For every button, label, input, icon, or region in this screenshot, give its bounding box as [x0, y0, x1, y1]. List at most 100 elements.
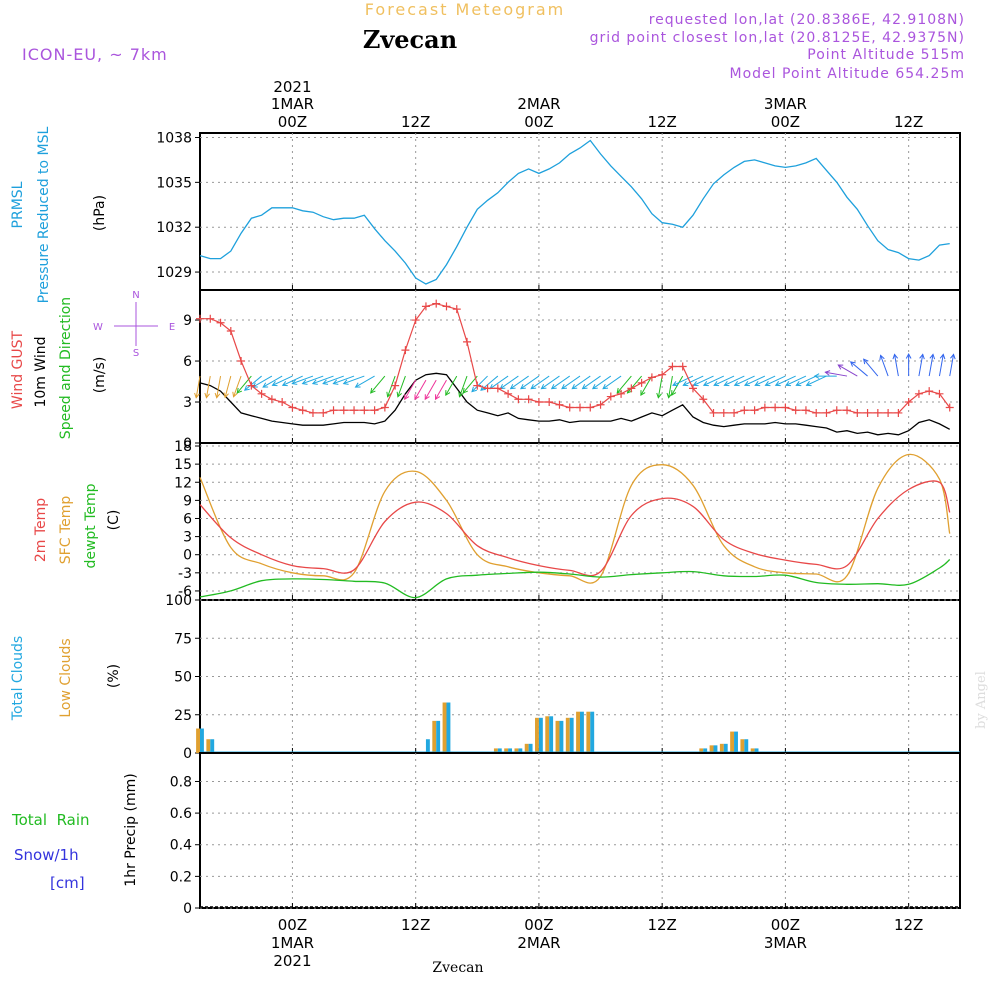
gust-marker [288, 403, 297, 412]
wind-arrow [693, 375, 714, 386]
total-cloud-bar [200, 728, 204, 753]
clouds-unit: (%) [106, 664, 122, 688]
gust-marker [863, 408, 872, 417]
gust-marker [370, 406, 379, 415]
wind-unit: (m/s) [92, 357, 108, 394]
gust-marker [319, 408, 328, 417]
grid-point-coords: grid point closest lon,lat (20.8125E, 42… [590, 30, 965, 46]
total-cloud-bar [713, 745, 718, 753]
gust-marker [760, 403, 769, 412]
wind-arrow-head [879, 354, 885, 361]
wind-arrow [216, 375, 222, 398]
wind-arrow [520, 375, 540, 390]
total-cloud-bar [508, 748, 513, 753]
gust-marker [750, 406, 759, 415]
gust-marker [350, 406, 359, 415]
wind-arrow-head [919, 353, 925, 360]
wind-arrow [397, 375, 406, 397]
bottom-axis-hour: 12Z [647, 916, 676, 934]
wind-arrow-head [591, 383, 598, 390]
wind-arrow [627, 375, 643, 394]
gust-marker [904, 398, 913, 407]
wind-arrow [500, 375, 519, 390]
pressure-label-msl: Pressure Reduced to MSL [36, 126, 52, 303]
low-cloud-bar [699, 748, 704, 753]
wind-arrow-head [311, 379, 318, 385]
gust-marker [534, 398, 543, 407]
low-cloud-bar [719, 743, 724, 753]
wind-arrow [863, 358, 879, 377]
gust-marker [463, 337, 472, 346]
wind-arrow [333, 375, 355, 385]
gust-marker [380, 403, 389, 412]
bottom-axis-date: 3MAR [764, 934, 807, 952]
wind-arrow-head [640, 390, 646, 397]
wind-arrow [530, 375, 550, 390]
gust-marker [586, 403, 595, 412]
wind-arrow [489, 375, 509, 390]
y-tick-label: 1029 [156, 265, 192, 281]
gust-marker [801, 406, 810, 415]
wind-arrow-head [291, 379, 298, 385]
compass-e: E [169, 322, 175, 333]
wind-arrow [582, 375, 601, 390]
wind-arrow [435, 379, 447, 400]
gust-marker [873, 408, 882, 417]
gust-marker [699, 395, 708, 404]
wind-arrow-head [616, 387, 623, 394]
temperature-chart: -6 -3 0 3 6 9 12 15 18 [174, 439, 961, 601]
point-altitude: Point Altitude 515m [807, 47, 965, 63]
gust-marker [884, 408, 893, 417]
top-axis-hour: 00Z [771, 113, 800, 131]
wind-arrow [918, 354, 924, 377]
wind-arrow [224, 375, 232, 398]
y-tick-label: 0.6 [170, 806, 192, 822]
y-tick-label: 18 [174, 439, 192, 455]
y-tick-label: 0 [183, 548, 192, 564]
wind-arrow-head [404, 394, 410, 401]
total-cloud-bar [703, 748, 708, 753]
sfc-temp-line [199, 453, 951, 584]
gust-marker [267, 395, 276, 404]
wind-arrow [459, 375, 468, 397]
wind-arrow-head [232, 391, 238, 398]
gust-marker [391, 381, 400, 390]
gust-marker [596, 400, 605, 409]
top-axis-date: 2MAR [517, 95, 560, 113]
wind-arrow-head [561, 383, 568, 390]
total-cloud-bar [528, 743, 533, 753]
temp-panel-labels: 2m Temp SFC Temp dewpt Temp (C) [33, 483, 122, 568]
temp-label-2m: 2m Temp [33, 498, 49, 562]
gust-marker [329, 406, 338, 415]
total-cloud-bar [590, 711, 595, 753]
wind-arrow [668, 375, 673, 398]
wind-arrow [195, 375, 201, 398]
top-axis-date: 1MAR [271, 95, 314, 113]
gust-marker [617, 389, 626, 398]
wind-arrow-head [764, 381, 771, 387]
y-tick-label: 0 [183, 901, 192, 917]
wind-arrow-head [795, 381, 802, 387]
low-cloud-bar [555, 720, 560, 753]
wind-arrow-head [666, 392, 673, 399]
wind-arrow-head [692, 381, 699, 387]
wind-arrow [754, 375, 776, 386]
wind-arrow-head [540, 383, 547, 390]
pressure-chart: 1029 1032 1035 1038 [156, 130, 961, 291]
gust-marker [668, 362, 677, 371]
wind-arrow [785, 375, 807, 386]
low-cloud-bar [432, 720, 437, 753]
total-cloud-bar [549, 716, 554, 753]
wind-arrow-head [733, 381, 740, 387]
precip-label-cm: [cm] [50, 874, 85, 892]
wind-arrow-head [530, 383, 537, 390]
precip-label-rain: Total Rain [11, 811, 90, 829]
total-cloud-bar [446, 702, 451, 753]
gust-marker [247, 381, 256, 390]
wind-arrow-head [471, 386, 477, 393]
wind-arrow [894, 354, 899, 377]
gust-marker [411, 316, 420, 325]
gust-marker [298, 406, 307, 415]
